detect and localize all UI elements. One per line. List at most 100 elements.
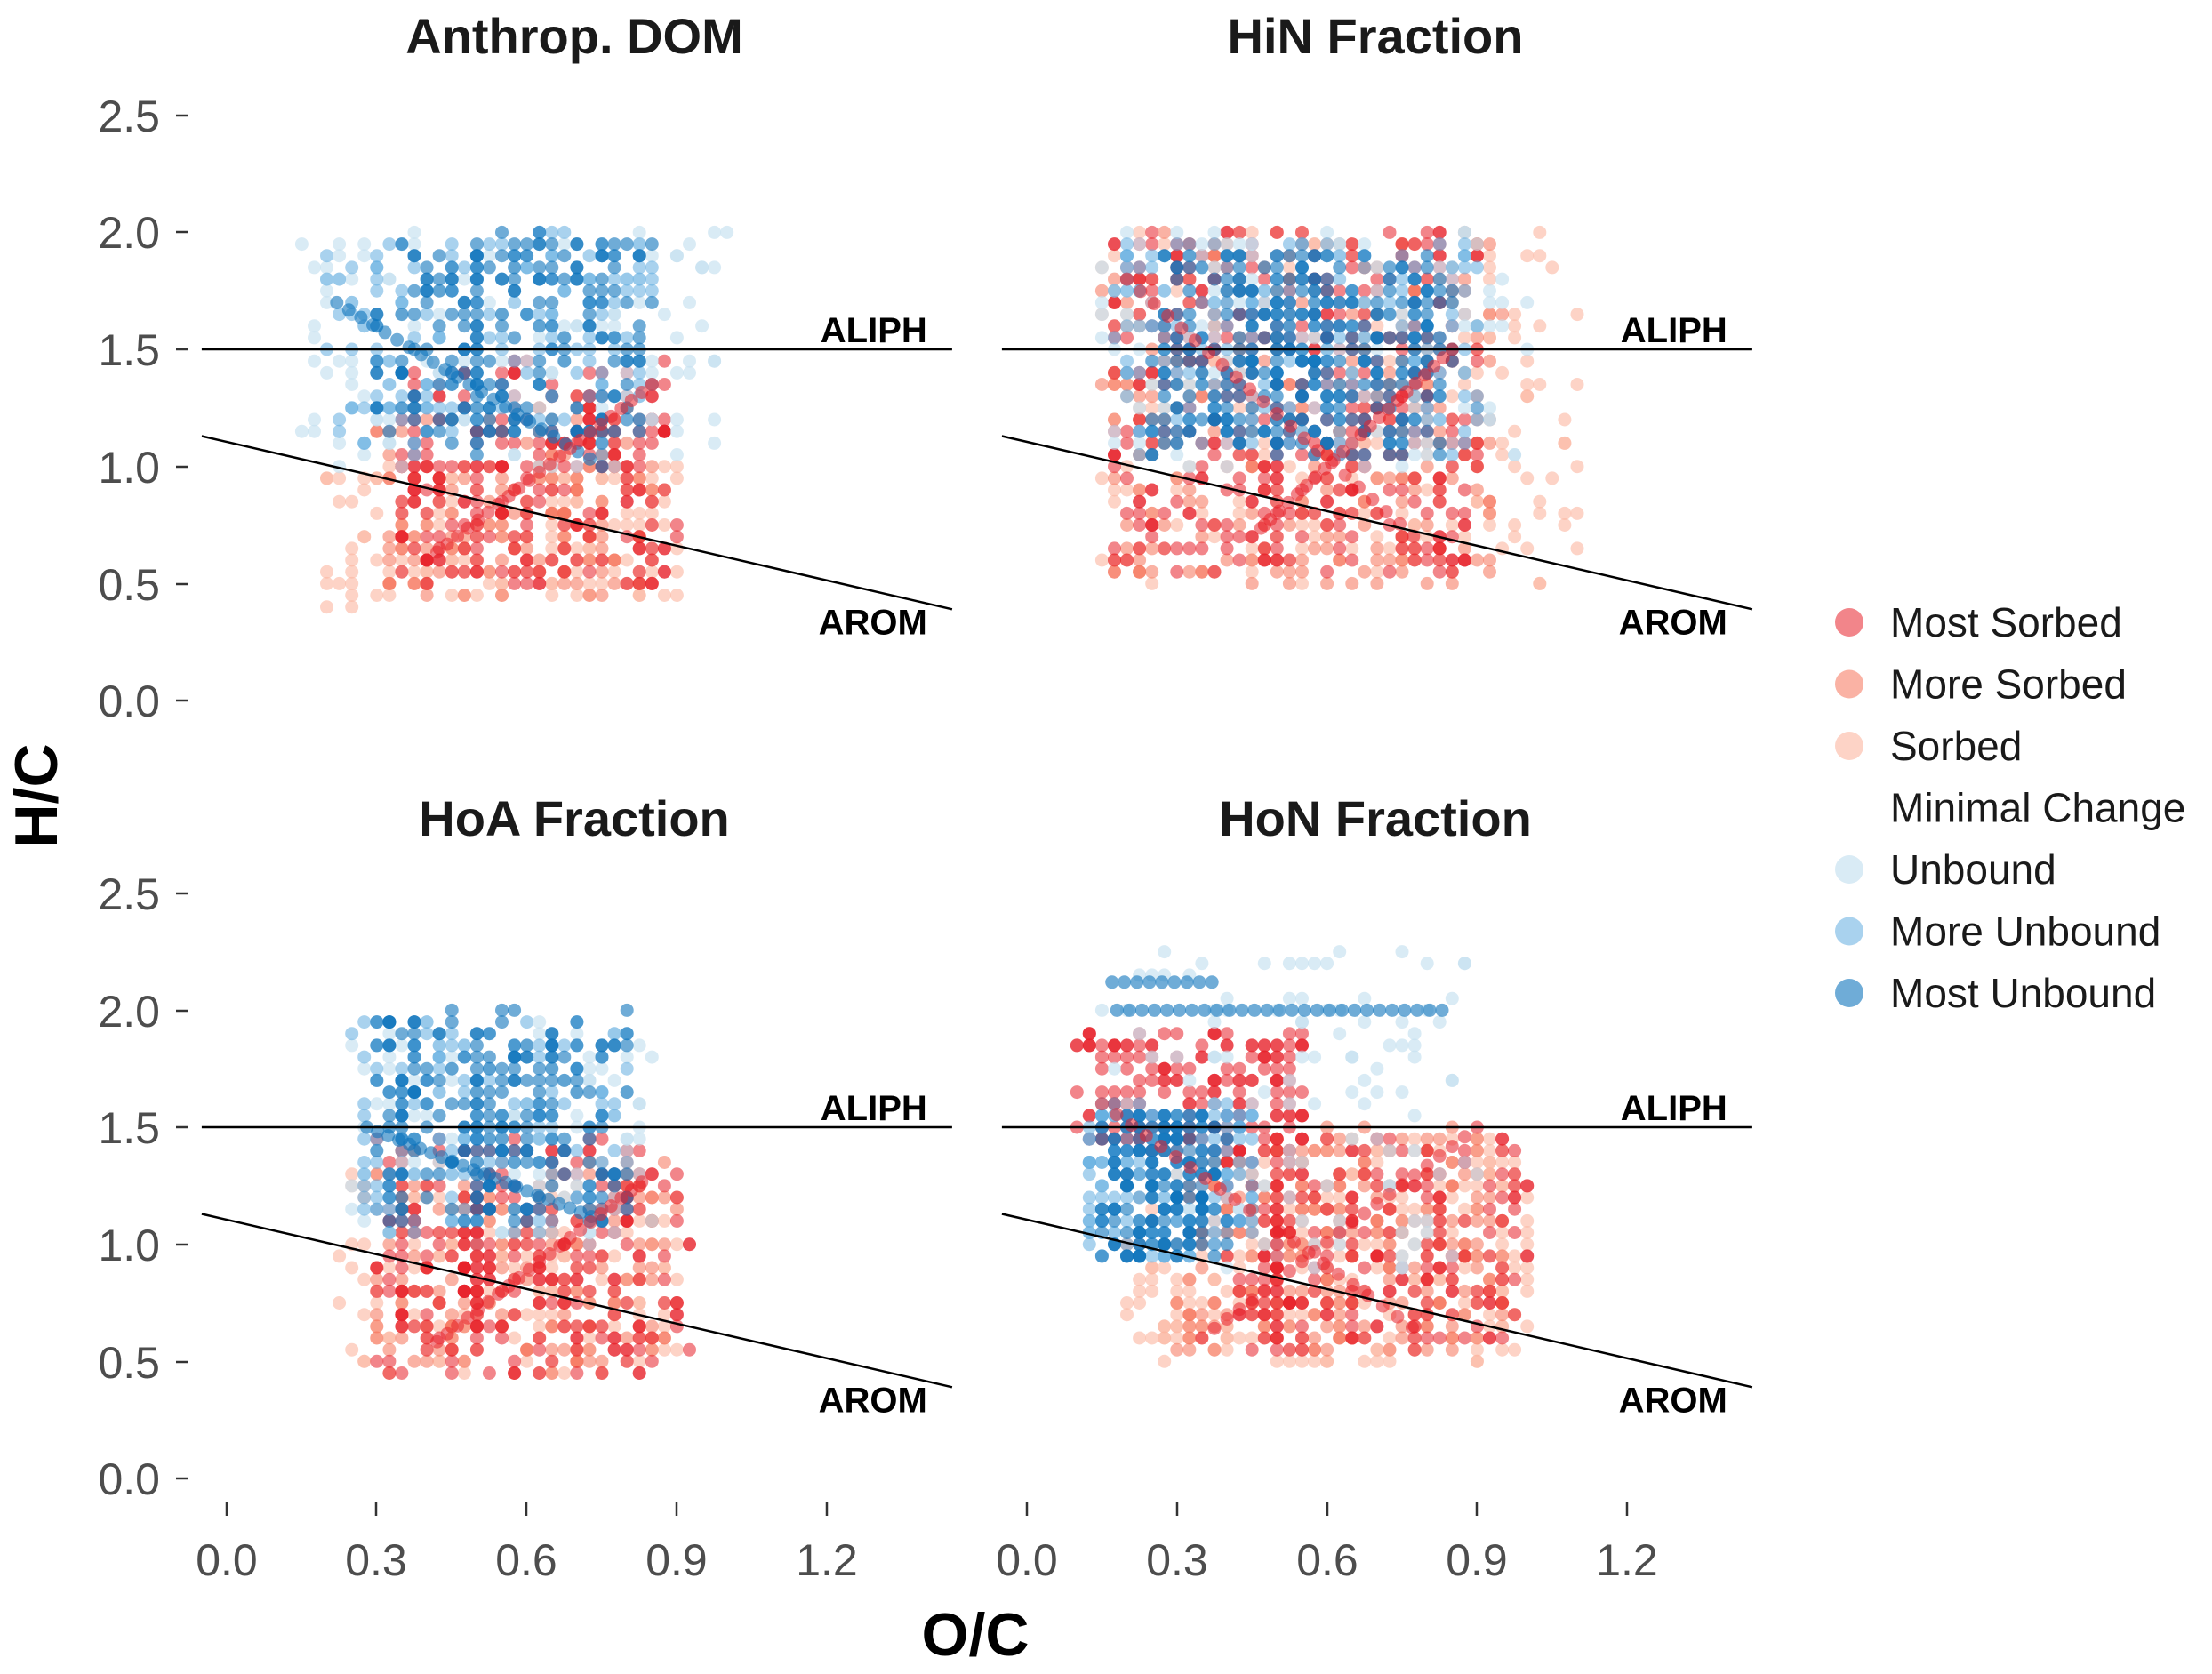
data-point: [614, 1191, 629, 1205]
data-point: [583, 1215, 597, 1229]
data-point: [607, 1073, 621, 1087]
data-point: [495, 412, 509, 427]
data-point: [1120, 225, 1134, 239]
data-point: [1245, 1237, 1259, 1252]
data-point: [395, 1179, 409, 1193]
data-point: [683, 365, 696, 380]
data-point: [620, 1061, 634, 1076]
data-point: [1432, 541, 1447, 556]
data-point: [407, 1202, 421, 1216]
data-point: [645, 272, 659, 286]
data-point: [545, 1272, 559, 1286]
data-point: [430, 545, 445, 559]
data-point: [1108, 1038, 1121, 1053]
data-point: [407, 401, 421, 415]
data-point: [382, 1284, 397, 1298]
data-point: [407, 1050, 421, 1064]
data-point: [1395, 553, 1409, 567]
data-point: [1207, 225, 1222, 239]
data-point: [1282, 295, 1296, 309]
data-point: [1195, 260, 1209, 275]
data-point: [501, 489, 516, 503]
data-point: [1133, 378, 1147, 391]
data-point: [1432, 494, 1447, 509]
data-point: [1382, 365, 1397, 380]
data-point: [520, 1143, 534, 1157]
data-point: [1145, 1038, 1159, 1053]
data-point: [1245, 565, 1259, 579]
data-point: [1345, 530, 1359, 544]
data-point: [1445, 1237, 1459, 1252]
data-point: [420, 576, 434, 590]
data-point: [595, 1190, 609, 1205]
data-point: [520, 1308, 534, 1322]
data-point: [620, 483, 634, 497]
data-point: [1395, 1213, 1409, 1228]
data-point: [620, 494, 634, 509]
data-point: [420, 378, 434, 391]
data-point: [531, 1189, 545, 1203]
data-point: [1182, 365, 1197, 380]
data-point: [657, 1249, 671, 1263]
data-point: [607, 1213, 621, 1228]
data-point: [1495, 1284, 1510, 1298]
data-point: [345, 272, 359, 286]
data-point: [445, 1154, 460, 1168]
data-point: [407, 1237, 421, 1252]
data-point: [1320, 1296, 1334, 1310]
data-point: [1407, 448, 1422, 461]
data-point: [545, 378, 559, 391]
data-point: [407, 1027, 421, 1041]
data-point: [445, 1015, 459, 1029]
data-point: [407, 1213, 421, 1228]
data-point: [432, 1061, 446, 1076]
data-point: [1395, 424, 1409, 438]
data-point: [482, 1226, 496, 1239]
data-point: [1257, 1237, 1271, 1252]
data-point: [407, 553, 421, 567]
data-point: [1245, 237, 1259, 252]
data-point: [445, 1190, 459, 1205]
data-point: [1495, 1167, 1510, 1181]
data-point: [1120, 471, 1134, 485]
data-point: [522, 1262, 536, 1277]
data-point: [1207, 1342, 1222, 1357]
data-point: [595, 331, 609, 345]
data-point: [1220, 1249, 1234, 1263]
data-point: [657, 354, 671, 368]
data-point: [430, 1334, 445, 1349]
data-point: [1134, 284, 1148, 299]
data-point: [1420, 553, 1434, 567]
data-point: [1495, 1296, 1510, 1310]
data-point: [469, 530, 484, 544]
data-point: [620, 1237, 634, 1252]
data-point: [420, 1015, 434, 1029]
data-point: [1133, 365, 1147, 380]
data-point: [382, 1213, 397, 1228]
data-point: [1170, 284, 1184, 298]
data-point: [1308, 308, 1322, 322]
data-point: [1395, 237, 1409, 252]
data-point: [407, 412, 421, 427]
data-point: [1245, 1038, 1259, 1053]
data-point: [570, 1061, 584, 1076]
data-point: [495, 1308, 509, 1322]
data-point: [1358, 260, 1372, 275]
data-point: [570, 319, 584, 333]
data-point: [1358, 991, 1372, 1005]
data-point: [1108, 565, 1121, 579]
data-point: [1382, 378, 1397, 391]
data-point: [582, 1179, 597, 1193]
data-point: [445, 460, 459, 474]
data-point: [357, 1050, 372, 1064]
data-point: [457, 1284, 471, 1298]
data-point: [508, 1097, 522, 1111]
data-point: [1195, 319, 1209, 333]
data-point: [1308, 1331, 1322, 1345]
data-point: [1182, 295, 1197, 309]
data-point: [520, 1132, 534, 1146]
data-point: [1333, 272, 1347, 286]
data-point: [563, 441, 577, 455]
data-point: [1120, 237, 1134, 252]
data-point: [407, 424, 421, 438]
